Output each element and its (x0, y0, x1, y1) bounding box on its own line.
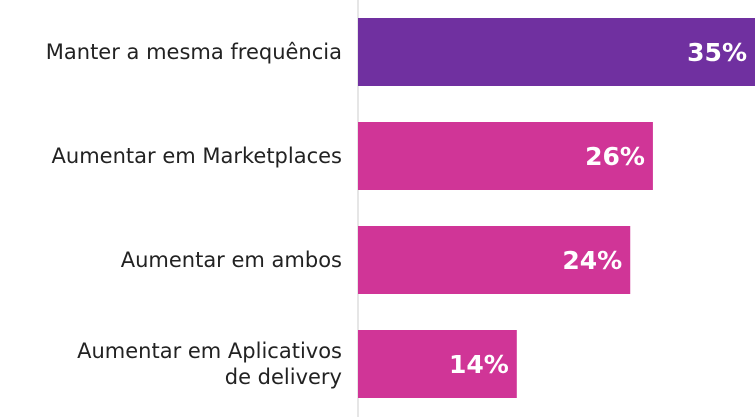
value-label: 26% (585, 142, 645, 171)
bar (358, 226, 631, 294)
category-label: Aumentar em ambos (121, 248, 342, 272)
value-label: 24% (562, 246, 622, 275)
value-label: 35% (687, 38, 747, 67)
bar (358, 330, 517, 398)
category-label: Aumentar em Marketplaces (52, 144, 342, 168)
category-label: Aumentar em Aplicativos de delivery (77, 339, 342, 389)
value-label: 14% (449, 350, 509, 379)
bar (358, 18, 755, 86)
bar (358, 122, 653, 190)
category-label: Manter a mesma frequência (46, 40, 342, 64)
